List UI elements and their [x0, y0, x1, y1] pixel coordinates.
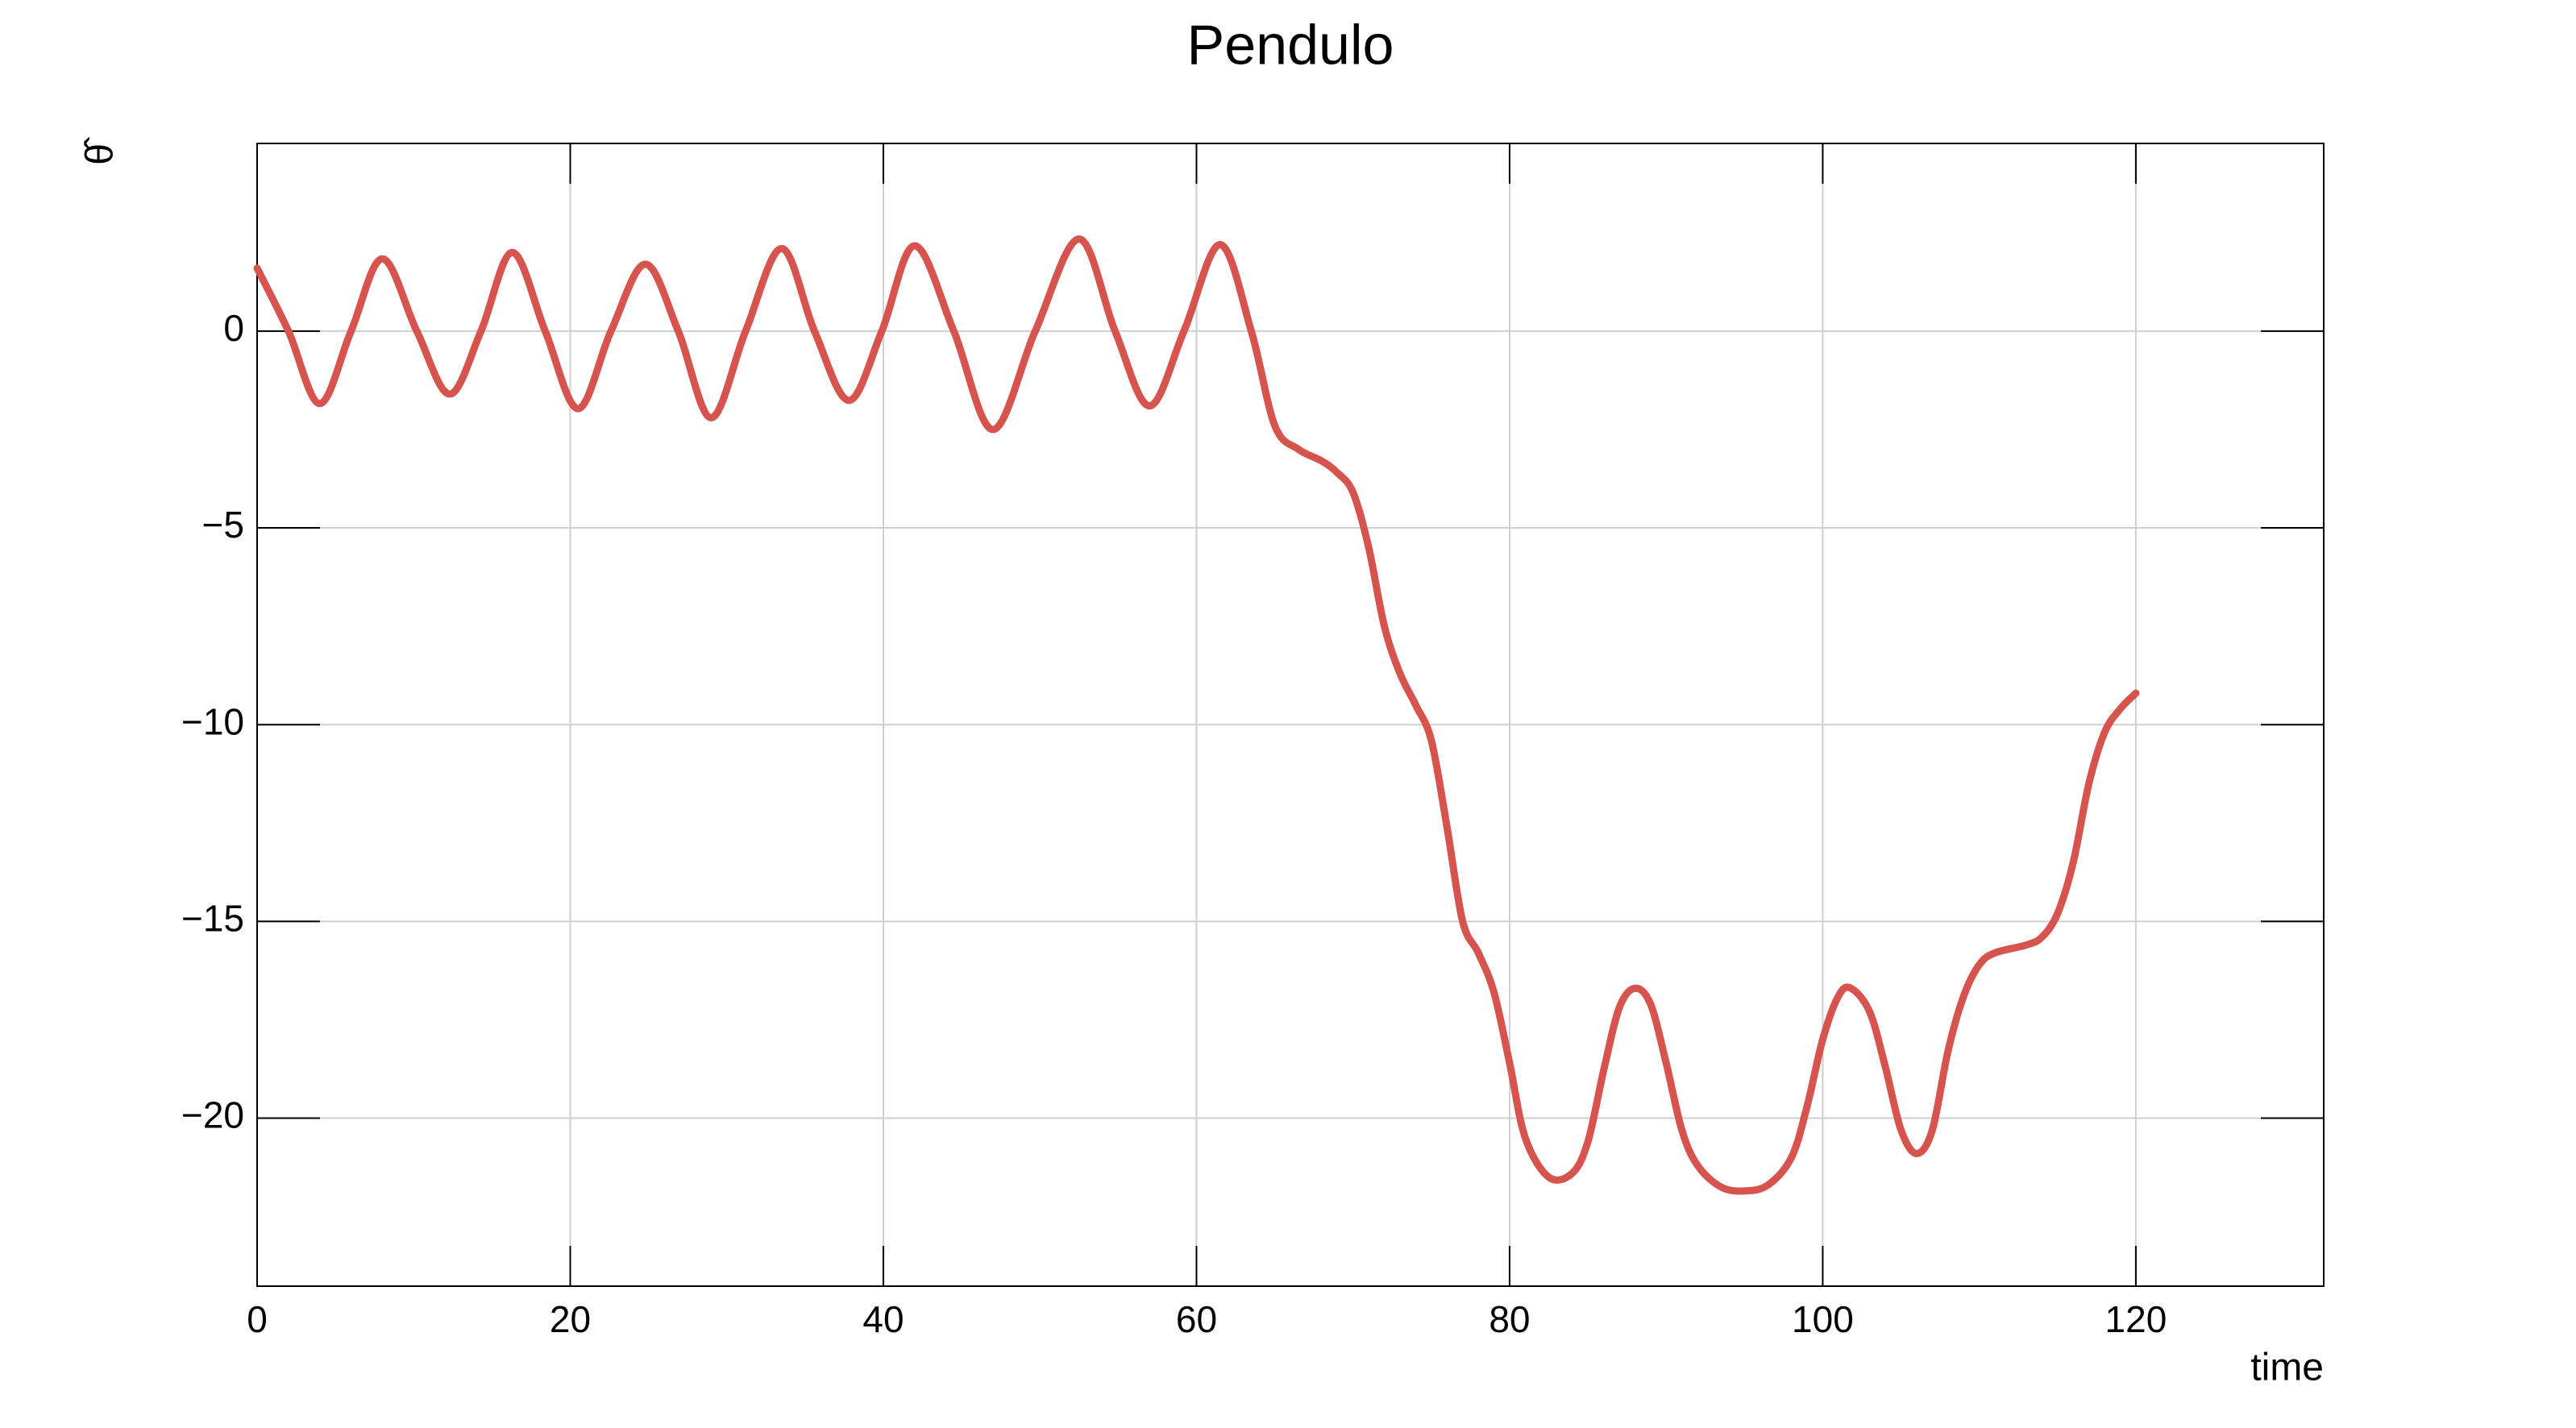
x-tick-label: 100 [1792, 1298, 1854, 1340]
chart-title: Pendulo [1187, 13, 1394, 76]
y-tick-label: −15 [181, 898, 244, 940]
x-tick-label: 120 [2105, 1298, 2167, 1340]
data-line [253, 235, 2140, 1195]
x-tick-label: 80 [1489, 1298, 1530, 1340]
x-tick-label: 20 [550, 1298, 591, 1340]
x-tick-label: 60 [1176, 1298, 1217, 1340]
x-tick-label: 0 [247, 1298, 268, 1340]
y-tick-label: −10 [181, 700, 244, 742]
y-tick-label: 0 [223, 307, 244, 349]
x-axis-label: time [2250, 1347, 2324, 1389]
y-tick-label: −5 [202, 504, 244, 546]
x-tick-label: 40 [862, 1298, 904, 1340]
y-tick-label: −20 [181, 1094, 244, 1136]
plot-frame [256, 143, 2325, 1287]
